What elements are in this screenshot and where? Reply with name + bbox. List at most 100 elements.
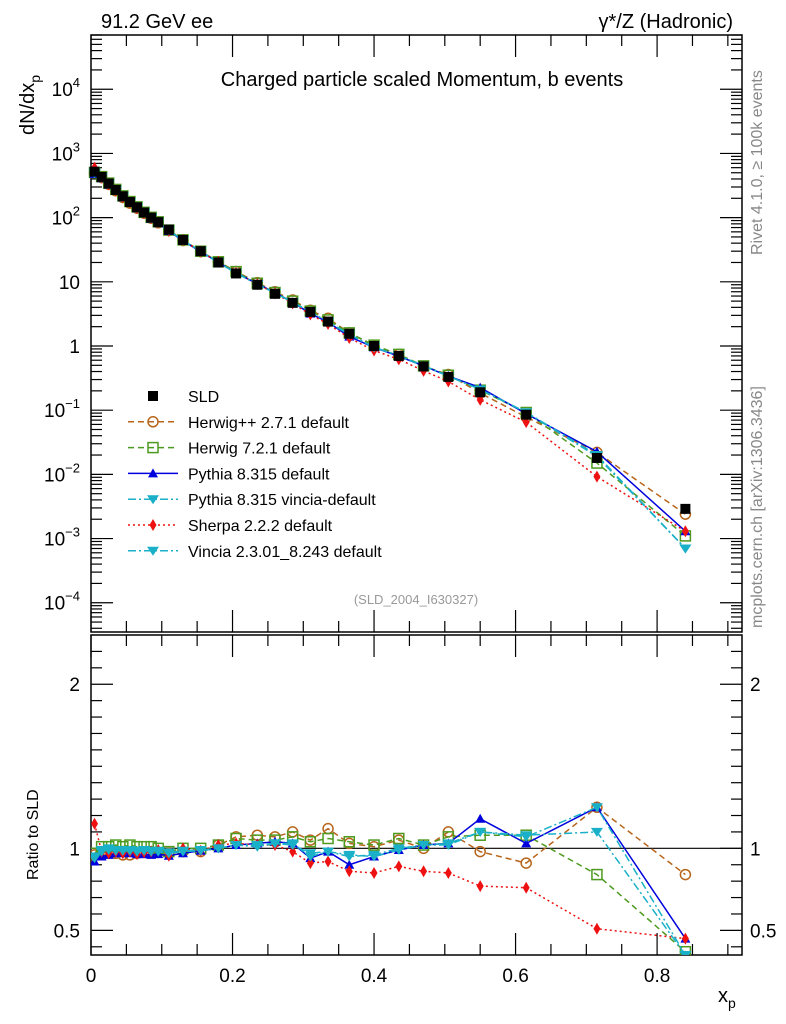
- data-point: [392, 844, 405, 854]
- data-point: [521, 409, 532, 420]
- data-point: [344, 328, 355, 339]
- x-tick-label: 0.4: [361, 966, 388, 987]
- main-y-axis-label: dN/dxp: [17, 75, 43, 135]
- series-pythia-8-315-vincia-default: [88, 169, 692, 554]
- data-point: [395, 860, 403, 873]
- data-point: [345, 865, 353, 878]
- legend-label: Pythia 8.315 vincia-default: [188, 492, 376, 509]
- data-point: [251, 841, 264, 851]
- data-point: [163, 224, 174, 235]
- ratio-series-clipped: [91, 801, 692, 955]
- x-tick-label: 0: [86, 966, 97, 987]
- legend-item: Pythia 8.315 default: [128, 466, 330, 483]
- x-tick-label: 0.6: [502, 966, 528, 987]
- y-tick-label: 10−1: [44, 396, 80, 422]
- data-point: [420, 865, 428, 878]
- data-point: [268, 839, 281, 849]
- data-point: [443, 371, 454, 382]
- series-vincia-2-3-01-8-243-default: [88, 169, 692, 554]
- y-tick-label-right: 1: [750, 839, 761, 860]
- data-point: [153, 217, 164, 228]
- data-point: [679, 868, 692, 881]
- series-line: [94, 172, 686, 550]
- data-point: [231, 268, 242, 279]
- data-point: [368, 839, 380, 851]
- data-point: [681, 525, 689, 538]
- ratio-series-pythia-8-315-default: [91, 802, 691, 943]
- data-point: [679, 544, 692, 554]
- data-point: [368, 850, 381, 860]
- legend-label: Herwig 7.2.1 default: [188, 441, 331, 458]
- data-point: [147, 416, 159, 428]
- y-tick-label: 103: [52, 139, 80, 165]
- data-point: [139, 207, 150, 218]
- data-point: [117, 191, 128, 202]
- data-point: [252, 279, 263, 290]
- legend-label: Pythia 8.315 default: [188, 466, 330, 483]
- y-tick-label: 10−4: [44, 589, 80, 615]
- legend-item: Sherpa 2.2.2 default: [128, 518, 333, 535]
- data-point: [593, 922, 601, 935]
- ratio-series-vincia-2-3-01-8-243-default: [91, 803, 692, 955]
- legend-label: Sherpa 2.2.2 default: [188, 518, 333, 535]
- data-point: [287, 297, 298, 308]
- legend-label: Vincia 2.3.01_8.243 default: [188, 544, 382, 561]
- series-sherpa-2-2-2-default: [91, 161, 689, 538]
- legend-item: SLD: [148, 389, 219, 406]
- series-line: [94, 172, 686, 550]
- series-herwig-2-7-1-default: [88, 167, 692, 520]
- data-point: [370, 866, 378, 879]
- data-point: [152, 846, 165, 856]
- data-point: [147, 495, 159, 505]
- data-point: [148, 391, 158, 401]
- header-right: γ*/Z (Hadronic): [599, 11, 733, 33]
- data-point: [442, 839, 455, 849]
- data-point: [475, 813, 486, 823]
- data-point: [369, 340, 380, 351]
- data-point: [176, 846, 189, 856]
- data-point: [162, 848, 175, 858]
- data-point: [343, 852, 356, 862]
- ratio-axis-ticks: 0.5 0.5 1 1 2 2 0 0.2 0.4 0.6 0.8: [54, 635, 776, 987]
- data-point: [520, 832, 533, 842]
- data-point: [418, 361, 429, 372]
- data-point: [590, 803, 603, 813]
- data-point: [476, 880, 484, 893]
- data-point: [213, 257, 224, 268]
- y-tick-label: 104: [52, 75, 80, 101]
- side-label-mcplots: mcplots.cern.ch [arXiv:1306.3436]: [749, 386, 766, 628]
- data-point: [474, 827, 487, 837]
- data-point: [417, 841, 430, 851]
- data-point: [212, 844, 225, 854]
- data-point: [522, 881, 530, 894]
- data-point: [289, 845, 297, 858]
- data-point: [177, 234, 188, 245]
- x-tick-label: 0.8: [644, 966, 670, 987]
- series-sld: [89, 166, 691, 514]
- data-point: [305, 306, 316, 317]
- side-label-rivet: Rivet 4.1.0, ≥ 100k events: [749, 70, 766, 255]
- data-point: [680, 503, 691, 514]
- legend-label: Herwig++ 2.7.1 default: [188, 415, 350, 432]
- y-tick-label-right: 0.5: [750, 921, 776, 942]
- data-point: [195, 246, 206, 257]
- legend-label: SLD: [188, 389, 219, 406]
- y-tick-label: 10−3: [44, 525, 80, 551]
- data-point: [304, 852, 317, 862]
- y-tick-label: 10−2: [44, 460, 80, 486]
- data-point: [520, 857, 532, 869]
- legend-item: Pythia 8.315 vincia-default: [128, 492, 376, 509]
- data-point: [344, 859, 355, 869]
- data-point: [91, 852, 101, 862]
- ratio-series-sherpa-2-2-2-default: [91, 817, 689, 945]
- y-tick-label: 10: [59, 273, 80, 294]
- x-tick-label: 0.2: [219, 966, 245, 987]
- data-point: [591, 868, 603, 881]
- legend-item: Herwig++ 2.7.1 default: [128, 415, 350, 432]
- y-tick-label-right: 2: [750, 675, 761, 696]
- data-point: [393, 350, 404, 361]
- data-point: [131, 202, 142, 213]
- data-point: [230, 841, 243, 851]
